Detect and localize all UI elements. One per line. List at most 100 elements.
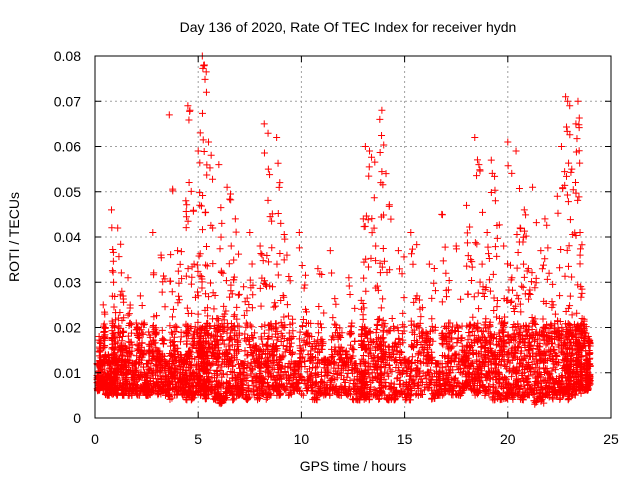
band-point: [365, 370, 373, 378]
band-point: [257, 364, 265, 372]
mid-point: [377, 304, 385, 312]
band-point: [388, 368, 396, 376]
band-point: [259, 380, 267, 388]
mid-point: [263, 251, 271, 259]
mid-point: [108, 224, 116, 232]
mid-point: [478, 260, 486, 268]
mid-point: [566, 292, 574, 300]
band-point: [214, 388, 222, 396]
band-point: [379, 334, 387, 342]
mid-point: [168, 288, 176, 296]
band-point: [248, 323, 256, 331]
mid-point: [445, 276, 453, 284]
mid-point: [563, 246, 571, 254]
band-point: [322, 364, 330, 372]
mid-point: [418, 304, 426, 312]
mid-point: [556, 264, 564, 272]
band-point: [141, 370, 149, 378]
mid-point: [439, 257, 447, 265]
band-point: [205, 377, 213, 385]
mid-point: [268, 217, 276, 225]
mid-point: [295, 244, 303, 252]
mid-point: [178, 275, 186, 283]
band-point: [263, 357, 271, 365]
band-point: [397, 390, 405, 398]
mid-point: [133, 340, 141, 348]
band-point: [286, 375, 294, 383]
mid-point: [491, 243, 499, 251]
mid-point: [150, 269, 158, 277]
mid-point: [137, 343, 145, 351]
band-point: [136, 391, 144, 399]
mid-point: [475, 305, 483, 313]
mid-point: [385, 202, 393, 210]
mid-point: [332, 300, 340, 308]
band-point: [316, 382, 324, 390]
mid-point: [457, 295, 465, 303]
mid-point: [222, 277, 230, 285]
band-point: [137, 326, 145, 334]
mid-point: [209, 260, 217, 268]
mid-point: [197, 329, 205, 337]
mid-point: [375, 316, 383, 324]
band-point: [206, 322, 214, 330]
mid-point: [128, 347, 136, 355]
band-point: [225, 342, 233, 350]
mid-point: [153, 312, 161, 320]
mid-point: [348, 319, 356, 327]
mid-point: [270, 357, 278, 365]
mid-point: [314, 320, 322, 328]
mid-point: [520, 260, 528, 268]
mid-point: [256, 284, 264, 292]
mid-point: [380, 141, 388, 149]
band-point: [362, 368, 370, 376]
mid-point: [196, 159, 204, 167]
mid-point: [493, 252, 501, 260]
mid-point: [370, 224, 378, 232]
mid-point: [519, 283, 527, 291]
mid-point: [285, 272, 293, 280]
mid-point: [359, 299, 367, 307]
mid-point: [335, 356, 343, 364]
mid-point: [194, 288, 202, 296]
mid-point: [386, 353, 394, 361]
mid-point: [480, 293, 488, 301]
mid-point: [204, 312, 212, 320]
band-point: [138, 356, 146, 364]
mid-point: [183, 337, 191, 345]
mid-point: [334, 349, 342, 357]
band-point: [305, 384, 313, 392]
mid-point: [300, 357, 308, 365]
band-point: [172, 367, 180, 375]
mid-point: [490, 307, 498, 315]
mid-point: [257, 302, 265, 310]
band-point: [270, 351, 278, 359]
mid-point: [109, 257, 117, 265]
mid-point: [119, 292, 127, 300]
band-point: [278, 354, 286, 362]
band-point: [166, 322, 174, 330]
mid-point: [199, 136, 207, 144]
mid-point: [566, 216, 574, 224]
mid-point: [171, 352, 179, 360]
band-point: [246, 321, 254, 329]
mid-point: [365, 172, 373, 180]
band-point: [378, 335, 386, 343]
band-point: [234, 341, 242, 349]
mid-point: [245, 300, 253, 308]
band-point: [303, 368, 311, 376]
mid-point: [415, 296, 423, 304]
mid-point: [289, 319, 297, 327]
band-point: [375, 395, 383, 403]
band-point: [175, 361, 183, 369]
band-point: [332, 346, 340, 354]
mid-point: [526, 291, 534, 299]
band-point: [299, 391, 307, 399]
band-point: [171, 364, 179, 372]
band-point: [414, 364, 422, 372]
band-point: [101, 366, 109, 374]
mid-point: [138, 302, 146, 310]
mid-point: [408, 342, 416, 350]
band-point: [113, 373, 121, 381]
band-point: [210, 333, 218, 341]
